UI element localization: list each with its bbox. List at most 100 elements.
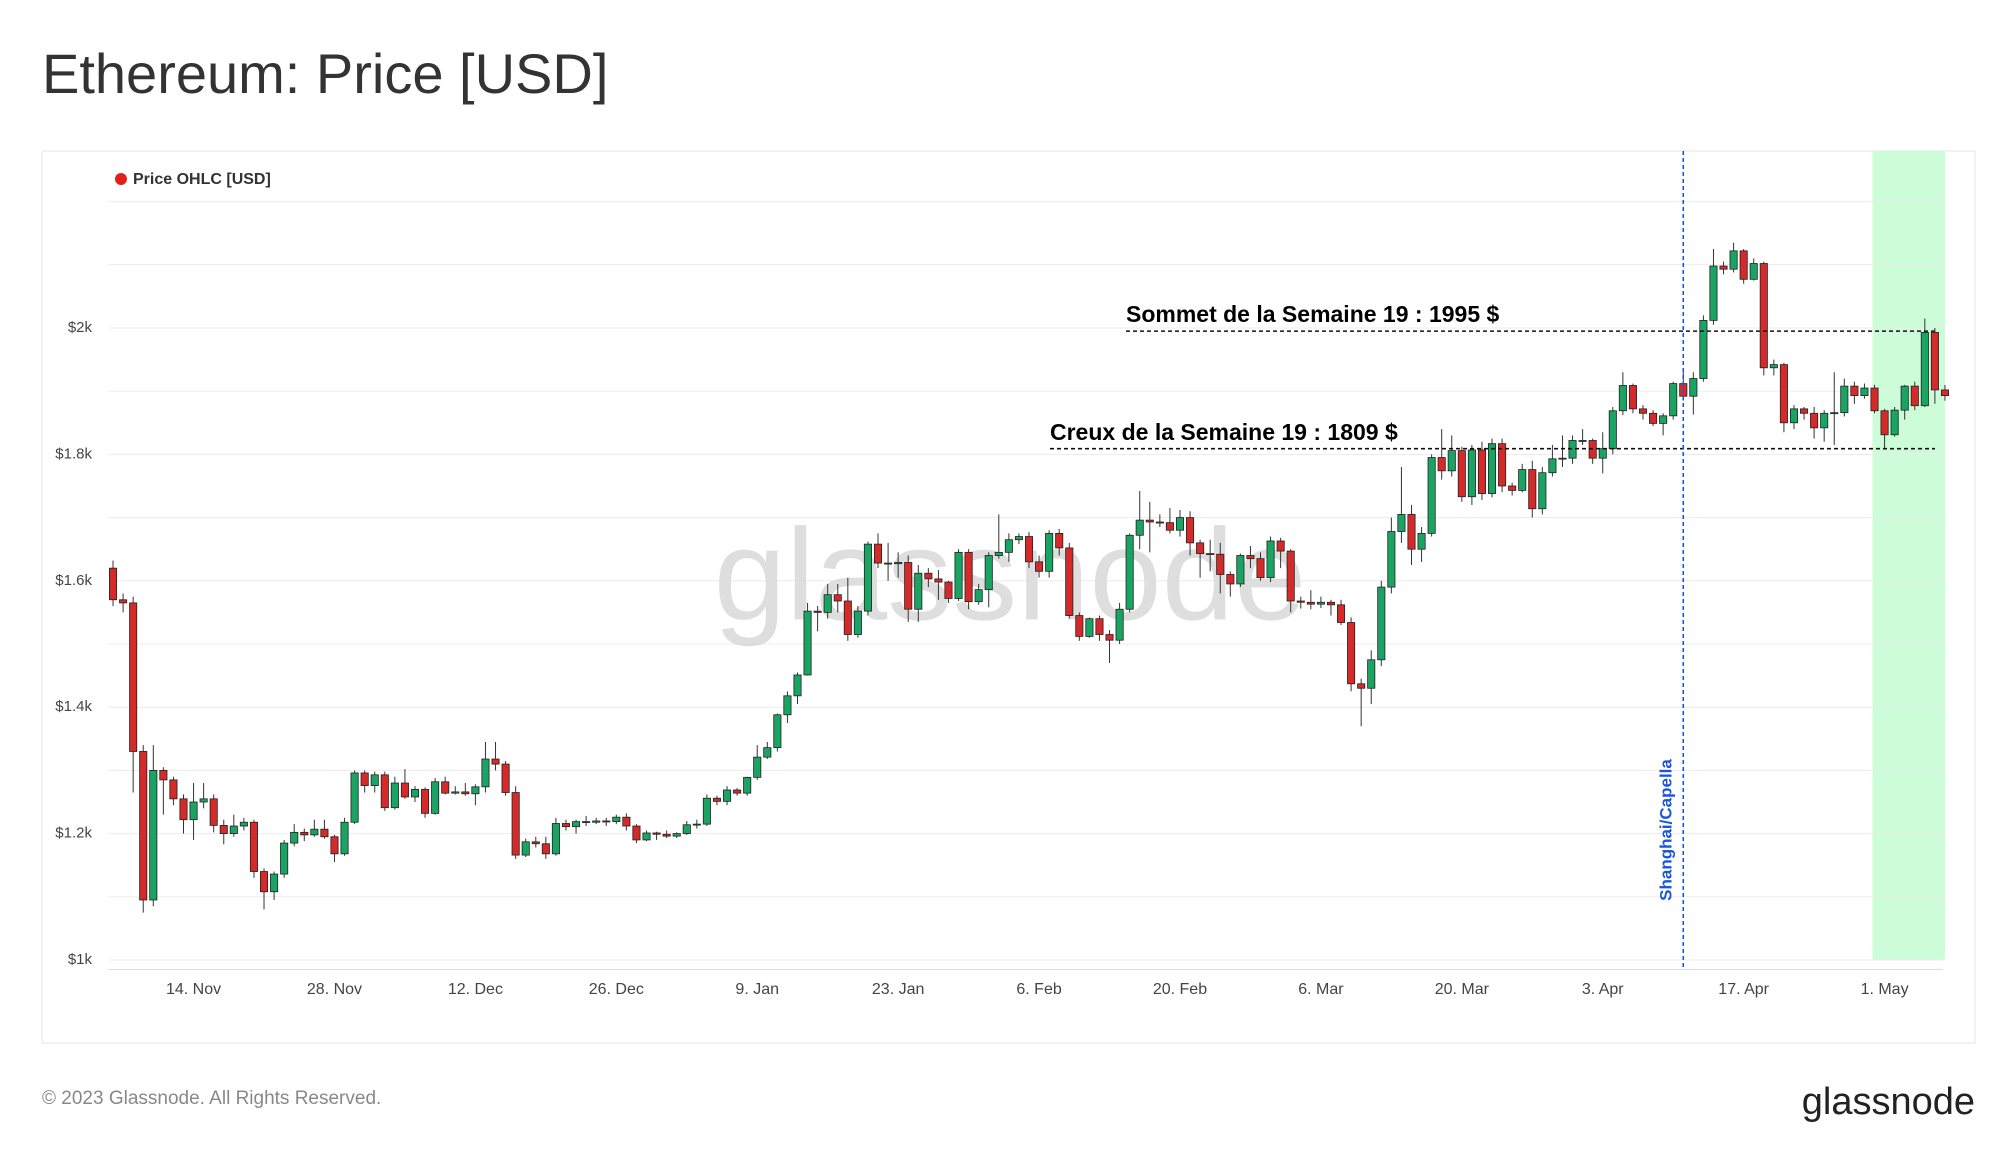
candle-body	[1337, 604, 1346, 623]
candle-body	[1649, 412, 1658, 424]
copyright: © 2023 Glassnode. All Rights Reserved.	[42, 1088, 381, 1109]
x-tick-label: 9. Jan	[735, 981, 779, 998]
candle-body	[1890, 409, 1899, 436]
candle-body	[1618, 385, 1627, 412]
candle-body	[803, 610, 812, 676]
candle-body	[159, 770, 168, 781]
candle-body	[561, 823, 571, 828]
candle-body	[1910, 385, 1919, 407]
x-tick-label: 23. Jan	[872, 981, 924, 998]
candle-body	[582, 821, 591, 824]
candle-body	[1739, 250, 1748, 280]
candle-body	[1276, 540, 1285, 552]
candle-body	[1447, 450, 1456, 472]
candle-body	[1135, 519, 1144, 536]
candle-body	[350, 772, 359, 823]
candle-body	[934, 578, 943, 583]
candle-body	[783, 695, 792, 716]
candle-body	[1407, 514, 1416, 550]
candle-body	[1457, 450, 1466, 498]
candle-body	[1226, 574, 1235, 585]
candle-body	[541, 843, 550, 855]
candle-body	[410, 788, 420, 798]
candle-body	[209, 798, 218, 826]
candle-body	[1045, 532, 1054, 572]
candle-body	[793, 674, 802, 697]
y-tick-label: $1.2k	[55, 825, 92, 842]
y-tick-label: $2k	[68, 319, 93, 336]
candle-body	[1608, 410, 1617, 450]
candle-body	[259, 871, 269, 893]
candle-body	[1830, 412, 1839, 415]
candle-body	[270, 873, 279, 893]
candle-body	[622, 816, 631, 827]
candle-body	[1789, 408, 1799, 424]
candle-body	[330, 836, 339, 855]
candle-body	[340, 821, 349, 855]
chart-title: Ethereum: Price [USD]	[42, 42, 608, 105]
candle-body	[833, 594, 842, 602]
candle-body	[1175, 517, 1185, 531]
x-tick-label: 6. Mar	[1298, 981, 1344, 998]
candle-body	[1840, 385, 1849, 414]
candle-body	[733, 789, 742, 794]
candle-body	[380, 774, 389, 809]
candle-body	[592, 820, 601, 823]
candle-body	[1749, 263, 1758, 280]
candle-body	[1427, 457, 1436, 534]
candle-body	[511, 792, 520, 856]
candle-body	[119, 599, 128, 604]
candle-body	[1870, 387, 1879, 412]
candle-body	[229, 825, 238, 835]
candle-body	[1347, 622, 1356, 685]
candle-body	[320, 828, 329, 838]
candle-body	[692, 823, 701, 826]
candle-body	[1487, 443, 1497, 494]
candle-body	[521, 841, 530, 856]
candle-body	[1528, 469, 1537, 510]
candle-body	[1236, 555, 1245, 585]
candle-body	[1286, 550, 1295, 602]
candle-body	[1075, 615, 1084, 637]
candle-body	[1145, 519, 1154, 523]
candle-body	[179, 798, 188, 821]
x-tick-label: 20. Mar	[1435, 981, 1490, 998]
candle-body	[1105, 634, 1114, 641]
candle-body	[551, 823, 560, 855]
x-tick-label: 28. Nov	[307, 981, 362, 998]
candle-body	[1729, 250, 1738, 270]
candle-body	[1387, 531, 1396, 588]
candle-body	[239, 821, 248, 827]
event-label: Shanghai/Capella	[1657, 759, 1676, 901]
candle-body	[994, 551, 1003, 556]
candle-body	[682, 824, 691, 835]
logo: glassnode	[1802, 1081, 1975, 1123]
candle-body	[662, 833, 671, 837]
candle-body	[1186, 517, 1195, 544]
watermark: glassnode	[714, 501, 1307, 647]
candle-body	[1085, 618, 1094, 637]
candle-body	[1196, 542, 1205, 555]
candle-body	[149, 770, 158, 901]
candle-body	[894, 562, 903, 565]
legend-marker	[115, 173, 127, 185]
candle-body	[1900, 385, 1909, 411]
candle-body	[451, 791, 460, 794]
candle-body	[129, 602, 138, 752]
candle-body	[1326, 601, 1335, 606]
highlight-band	[1872, 151, 1945, 960]
candle-body	[1689, 378, 1698, 397]
candle-body	[712, 797, 721, 802]
candle-body	[1930, 331, 1939, 391]
candle-body	[873, 543, 883, 564]
candle-body	[1810, 412, 1819, 429]
candle-body	[1316, 601, 1325, 605]
chart-frame	[41, 150, 1976, 1044]
candle-body	[1558, 457, 1567, 460]
candle-body	[1165, 522, 1174, 531]
candle-body	[612, 816, 621, 823]
candle-body	[1769, 364, 1778, 369]
candle-body	[1266, 540, 1275, 579]
candle-body	[1014, 536, 1023, 541]
